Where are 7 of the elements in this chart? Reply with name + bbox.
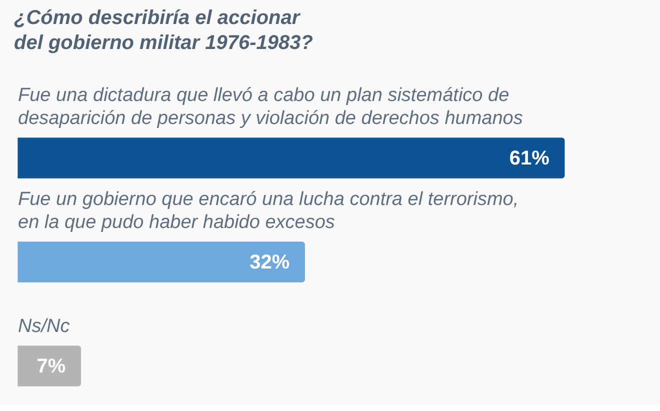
- y-tick-label: Fue un gobierno que encaró una lucha contra el terrorismo, en la que pudo haber habido excesos: [18, 189, 519, 233]
- y-tick-label: Ns/Nc: [18, 316, 70, 337]
- data-label: 61%: [509, 148, 550, 170]
- chart-title: ¿Cómo describiría el accionar del gobierno militar 1976-1983?: [14, 6, 314, 56]
- data-label: 32%: [250, 252, 290, 274]
- data-label: 7%: [36, 356, 66, 378]
- y-tick-label: Fue una dictadura que llevó a cabo un plan sistemático de desaparición de personas y violación de derechos humanos: [18, 85, 524, 129]
